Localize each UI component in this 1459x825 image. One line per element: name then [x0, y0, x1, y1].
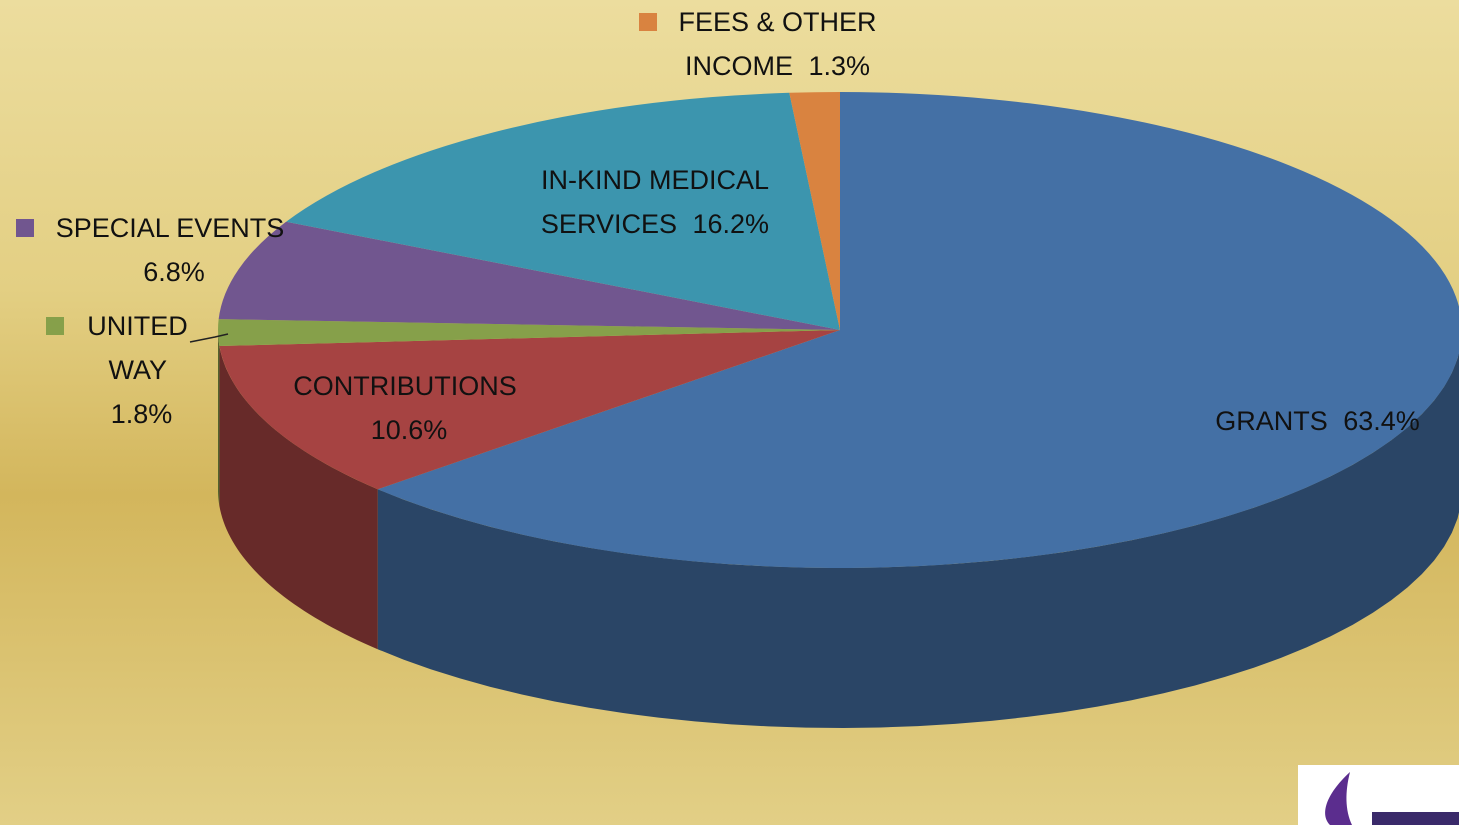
slice-label: SPECIAL EVENTS 6.8% — [45, 206, 295, 294]
value-label: 1.3% — [808, 51, 871, 81]
slice — [218, 221, 841, 330]
slice — [219, 330, 841, 490]
category-label: IN-KIND MEDICAL SERVICES — [540, 165, 770, 239]
slice — [789, 92, 840, 330]
value-label: 10.6% — [370, 415, 448, 445]
slice-label: CONTRIBUTIONS 10.6% — [270, 364, 540, 452]
slice — [286, 92, 840, 330]
category-label: UNITED WAY — [87, 311, 188, 385]
category-label: GRANTS — [1215, 406, 1328, 436]
slice-label: FEES & OTHER INCOME 1.3% — [660, 0, 895, 88]
logo-text — [1372, 812, 1459, 825]
logo-flame — [1325, 772, 1352, 825]
legend-key — [639, 13, 657, 31]
value-label: 6.8% — [143, 257, 205, 287]
value-label: 63.4% — [1343, 406, 1420, 436]
slice-side — [377, 352, 1459, 728]
value-label: 1.8% — [110, 399, 173, 429]
category-label: FEES & OTHER INCOME — [678, 7, 877, 81]
legend-key — [46, 317, 64, 335]
category-label: CONTRIBUTIONS — [293, 371, 517, 401]
slice — [217, 319, 840, 347]
legend-key — [16, 219, 34, 237]
slice-label: UNITED WAY 1.8% — [80, 304, 195, 436]
value-label: 16.2% — [692, 209, 770, 239]
slice — [377, 92, 1459, 568]
slice-side — [218, 330, 220, 507]
slice-label: IN-KIND MEDICAL SERVICES 16.2% — [505, 158, 805, 246]
walls — [218, 330, 1459, 728]
tops — [217, 92, 1459, 568]
category-label: SPECIAL EVENTS — [55, 213, 285, 243]
leader-line — [189, 333, 229, 343]
slice-label: GRANTS 63.4% — [1180, 399, 1455, 443]
slice-side — [219, 346, 378, 650]
